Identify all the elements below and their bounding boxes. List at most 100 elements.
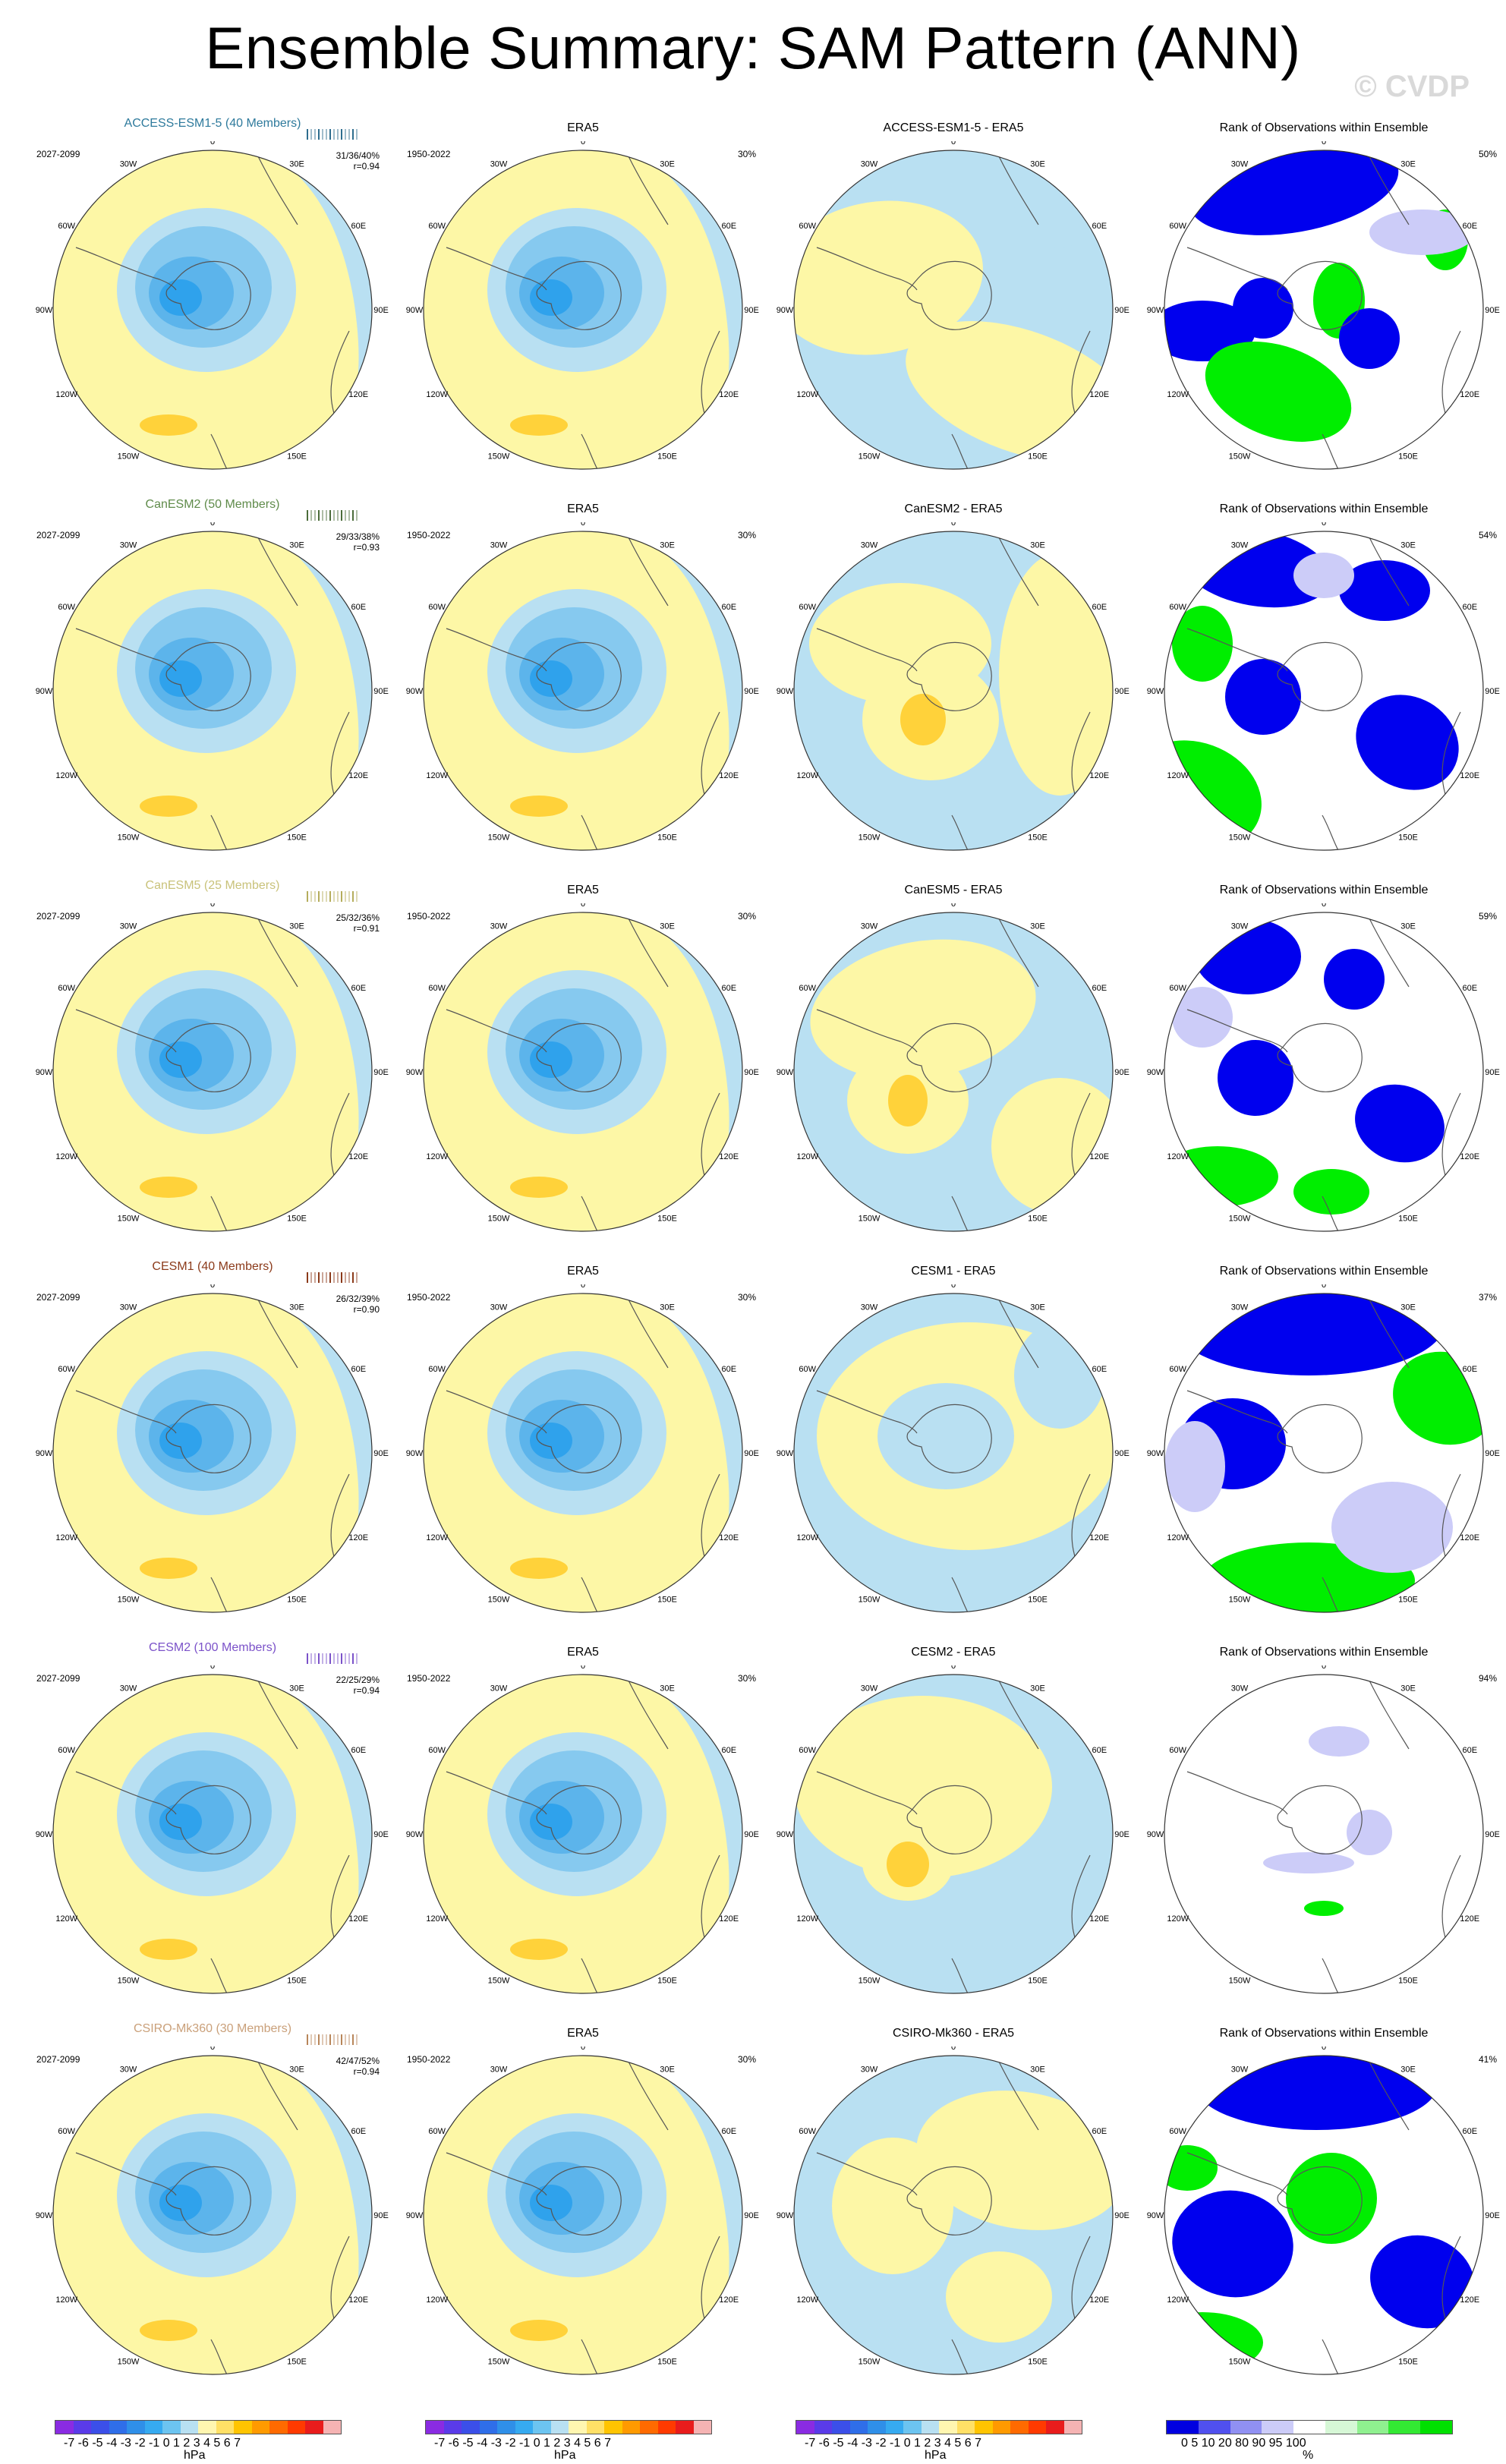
lon-label: 90E — [1485, 306, 1500, 315]
member-tick — [307, 1653, 308, 1664]
lon-label: 150W — [1229, 1976, 1251, 1985]
lon-label: 90E — [1114, 1830, 1130, 1839]
rank-region — [1218, 1040, 1293, 1116]
south-america-coastline — [1186, 247, 1288, 291]
lon-label: 120E — [1089, 2295, 1109, 2305]
colorbar-swatch — [287, 2421, 305, 2434]
new-zealand-coastline — [210, 433, 230, 469]
lon-label: 60E — [351, 603, 366, 612]
model-panel: CSIRO-Mk360 (30 Members) 2027-2099 42/47/5… — [30, 2022, 395, 2384]
member-tick — [333, 891, 335, 902]
era5-period: 1950-2022 — [407, 911, 451, 922]
member-strip — [307, 888, 360, 905]
era5-period: 1950-2022 — [407, 1673, 451, 1684]
member-tick — [341, 129, 342, 140]
rank-percent: 41% — [1478, 2054, 1497, 2065]
diff-anomaly-region — [1014, 1322, 1105, 1429]
new-zealand-coastline — [1322, 815, 1341, 850]
lon-label: 120W — [796, 1533, 818, 1542]
lon-label: 60W — [799, 1365, 816, 1374]
colorbar-swatch — [533, 2421, 551, 2434]
map-boundary — [793, 150, 1114, 470]
lon-label: 180 — [576, 474, 590, 475]
map-boundary — [1164, 150, 1484, 470]
member-tick — [352, 129, 354, 140]
member-tick — [341, 1272, 342, 1283]
antarctica-coastline — [165, 2166, 251, 2236]
lon-label: 90W — [777, 1068, 794, 1077]
lon-label: 0 — [581, 903, 585, 909]
map-boundary — [1164, 1293, 1484, 1613]
era5-title: ERA5 — [567, 1646, 599, 1659]
stats-percentiles: 22/25/29% — [336, 1675, 380, 1685]
lon-label: 30E — [1400, 2065, 1416, 2075]
lon-label: 30E — [660, 2065, 675, 2075]
africa-coastline — [1369, 1680, 1410, 1750]
lon-label: 120W — [1167, 2295, 1189, 2305]
africa-coastline — [257, 2061, 298, 2131]
lon-label: 120W — [796, 771, 818, 780]
lon-label: 150E — [287, 833, 307, 842]
negative-contour-4 — [159, 660, 202, 697]
south-america-coastline — [1186, 628, 1288, 672]
rank-map: 030E60E90E120E150E180150W120W90W60W30W — [1147, 1665, 1500, 1999]
lon-label: 180 — [206, 855, 219, 856]
lon-label: 150E — [287, 452, 307, 461]
era5-period: 1950-2022 — [407, 1292, 451, 1303]
lon-label: 30E — [660, 541, 675, 550]
lon-label: 30E — [660, 160, 675, 169]
rank-background — [1164, 1675, 1483, 1993]
lon-label: 150E — [287, 2357, 307, 2366]
lon-label: 30W — [861, 160, 878, 169]
member-tick — [326, 129, 327, 140]
south-america-coastline — [75, 628, 177, 672]
south-america-coastline — [816, 247, 918, 291]
lon-label: 30E — [1400, 1303, 1416, 1312]
new-zealand-coastline — [1322, 433, 1341, 469]
member-tick — [356, 129, 358, 140]
member-tick — [307, 129, 308, 140]
lon-label: 0 — [951, 522, 956, 528]
south-america-coastline — [446, 628, 547, 672]
colorbar-unit-hpa-3: hPa — [925, 2449, 947, 2462]
lon-label: 30W — [861, 2065, 878, 2075]
colorbar-swatch — [586, 2421, 604, 2434]
lon-label: 60E — [721, 2127, 736, 2136]
model-panel: CESM1 (40 Members) 2027-2099 26/32/39% r=0.… — [30, 1260, 395, 1621]
new-zealand-coastline — [581, 1958, 600, 1993]
colorbar-swatch — [251, 2421, 269, 2434]
model-map: 0 30E 60E 90E 120E 150E 180 150W 120W 90W 60W 30W — [36, 522, 389, 856]
map-boundary — [1164, 1674, 1484, 1994]
diff-anomaly-region — [794, 1696, 1052, 1878]
lon-label: 30E — [660, 1684, 675, 1694]
lon-label: 0 — [210, 141, 215, 147]
lon-label: 0 — [1322, 1284, 1326, 1290]
model-stats: 31/36/40% r=0.94 — [336, 150, 380, 172]
lon-label: 90E — [1485, 2211, 1500, 2220]
colorbar-swatch — [162, 2421, 181, 2434]
rank-region — [1370, 2235, 1475, 2329]
lon-label: 30W — [490, 1303, 508, 1312]
member-tick — [326, 1272, 327, 1283]
lon-label: 90E — [1485, 1449, 1500, 1458]
lon-label: 120E — [348, 390, 368, 399]
lon-label: 120E — [1460, 1914, 1479, 1924]
member-tick — [345, 510, 346, 521]
lon-label: 60W — [799, 984, 816, 993]
colorbar-swatch — [622, 2421, 640, 2434]
lon-label: 60W — [1169, 222, 1186, 231]
lon-label: 90E — [1114, 306, 1130, 315]
south-america-coastline — [1186, 1009, 1288, 1053]
lon-label: 60E — [351, 1365, 366, 1374]
lon-label: 120W — [426, 1152, 448, 1161]
colorbar-swatch — [849, 2421, 868, 2434]
lon-label: 150E — [1028, 1595, 1048, 1604]
colorbar-swatch — [127, 2421, 145, 2434]
colorbar-hpa-1 — [55, 2420, 342, 2434]
stats-percentiles: 25/32/36% — [336, 912, 380, 923]
lon-label: 0 — [210, 1284, 215, 1290]
lon-label: 150W — [859, 1595, 881, 1604]
lon-label: 90E — [1114, 687, 1130, 696]
member-tick — [341, 1653, 342, 1664]
lon-label: 60E — [721, 1746, 736, 1755]
